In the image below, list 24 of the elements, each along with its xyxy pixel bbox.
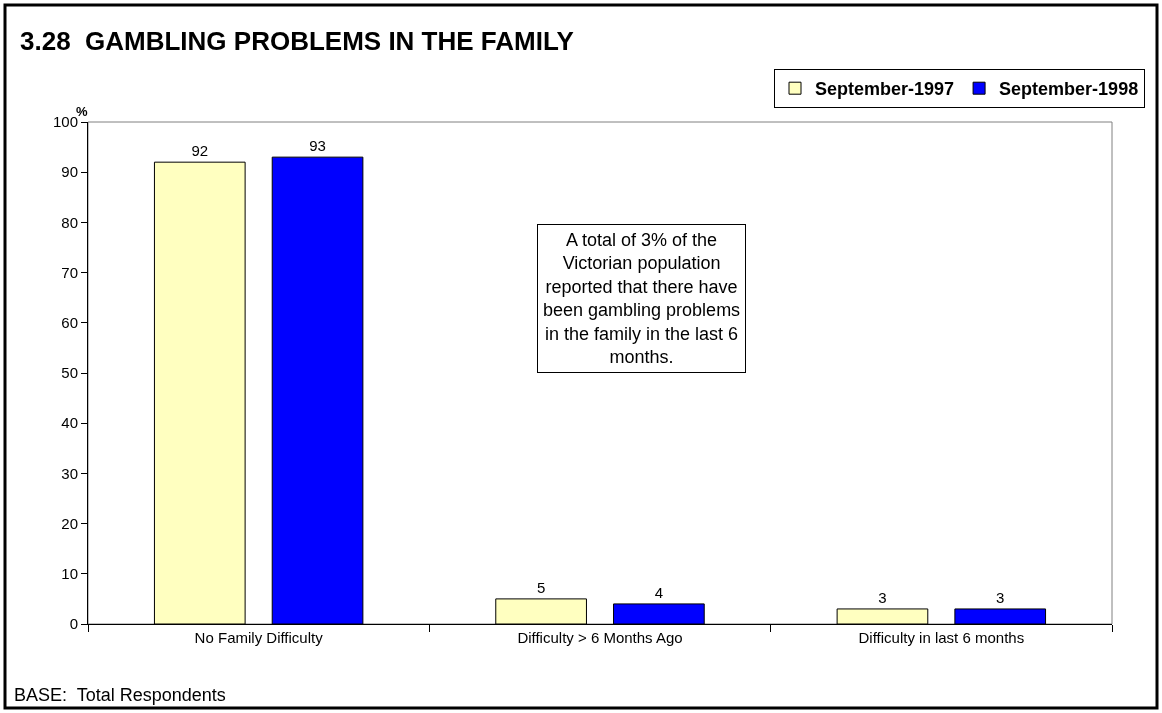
x-tick-label: No Family Difficulty	[194, 629, 324, 646]
y-tick-label: 60	[61, 314, 78, 332]
y-tick-label: 0	[69, 615, 78, 633]
data-label: 5	[536, 578, 546, 596]
text: BASE: Total Respondents	[14, 685, 226, 705]
legend-label: September-1997	[815, 79, 955, 100]
y-tick-label: 20	[61, 514, 78, 532]
data-label: 4	[654, 583, 664, 601]
y-tick-label: 50	[61, 364, 78, 382]
y-tick-label: 90	[61, 163, 78, 181]
data-label: 3	[996, 588, 1005, 606]
data-label: 92	[191, 142, 209, 160]
y-tick-label: 70	[61, 263, 78, 281]
x-tick-label: Difficulty > 6 Months Ago	[517, 629, 683, 646]
legend-label: September-1998	[999, 79, 1139, 100]
chart-title: 3.28 GAMBLING PROBLEMS IN THE FAMILY	[20, 26, 574, 57]
data-label: 3	[878, 588, 887, 606]
y-tick-label: 30	[61, 464, 78, 482]
annotation: A total of 3% of the Victorian population reported that there have been gambling problems in the family in the last 6 months.	[543, 230, 741, 367]
y-tick-label: 40	[61, 414, 78, 432]
x-tick-label: Difficulty in last 6 months	[858, 629, 1025, 646]
y-tick-label: 80	[61, 213, 78, 231]
data-label: 93	[309, 137, 326, 155]
y-tick-label: 10	[61, 565, 78, 583]
